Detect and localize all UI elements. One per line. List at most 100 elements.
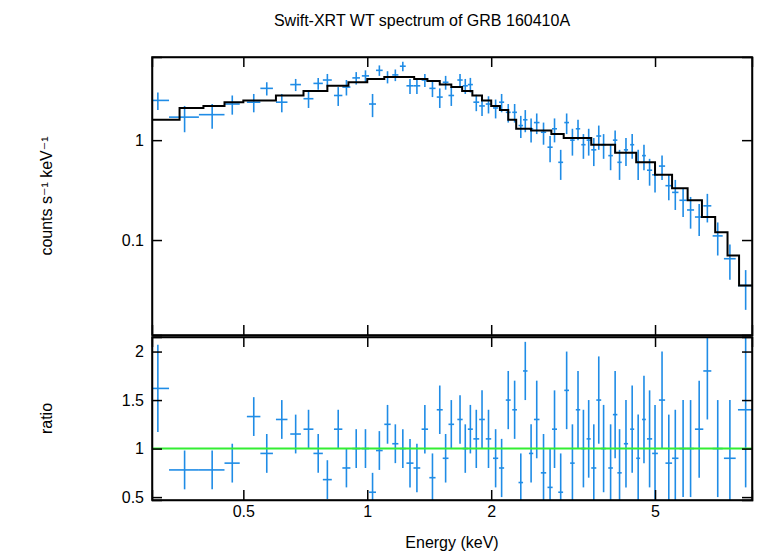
y-error-bar [543,434,545,500]
y-axis-line [153,58,163,336]
x-error-bar [392,443,398,445]
x-error-bar [303,428,313,430]
x-error-bar [199,469,225,471]
y-axis: 0.11 [122,58,162,336]
tick-mark [655,490,657,500]
x-error-bar [679,199,686,201]
y-error-bar [619,429,621,500]
y-error-bar [554,118,556,142]
x-axis: 0.5125 [153,490,753,520]
x-error-bar [479,105,485,107]
data-points [152,62,752,310]
y-axis-right-line [742,338,753,501]
x-error-bar [724,457,736,459]
tick: 1 [135,440,162,457]
x-error-bar [587,438,591,440]
x-error-bar [647,169,652,171]
y-error-bar [637,150,639,180]
x-error-bar [473,438,479,440]
y-error-bar [707,194,709,223]
x-error-bar [591,149,596,151]
tick-label: 1 [135,440,144,457]
y-axis: 0.511.52 [122,338,162,506]
x-error-bar [437,409,443,411]
x-error-bar [376,70,383,72]
y-error-bar [372,473,374,500]
y-error-bar [572,424,574,500]
x-axis-line [153,325,753,336]
tick-mark [491,490,493,500]
x-error-bar [519,125,524,127]
y-error-bar [520,453,522,500]
x-error-bar [369,103,376,105]
x-error-bar [362,75,369,77]
x-error-bar [552,428,557,430]
x-error-bar [376,450,383,452]
tick-mark [152,240,162,242]
y-error-bar [603,134,605,159]
y-error-bar [668,175,670,200]
y-axis-title: ratio [38,403,55,434]
tick-mark [742,497,752,499]
tick [742,352,752,353]
x-error-bar [479,419,485,421]
x-error-bar [630,144,634,146]
tick-mark [243,490,245,500]
tick: 2 [135,343,162,360]
plot-area [152,337,752,500]
tick-mark [742,448,752,450]
tick-mark [742,240,752,242]
tick [742,497,752,498]
tick-mark [243,57,245,67]
tick-mark [367,337,369,347]
x-error-bar [608,467,613,469]
tick [367,337,368,347]
x-error-bar [617,162,621,164]
x-error-bar [342,467,350,469]
x-error-bar [523,119,527,121]
tick: 1 [363,490,372,520]
y-error-bar [643,145,645,170]
y-error-bar [432,453,434,500]
x-axis [153,325,753,336]
y-error-bar [593,424,595,500]
x-error-bar [413,467,420,469]
x-error-bar [276,101,288,103]
x-error-bar [642,419,646,421]
tick-mark [367,325,369,335]
x-error-bar [652,453,658,455]
y-error-bar [637,415,639,500]
y-error-bar [566,113,568,134]
tick-label: 1 [135,132,144,149]
tick-mark [655,325,657,335]
x-error-bar [506,399,511,401]
x-axis-title: Energy (keV) [405,534,498,551]
x-error-bar [672,192,678,194]
x-error-bar [642,155,646,157]
tick-label: 2 [487,503,496,520]
x-error-bar [323,79,332,81]
tick [243,337,244,347]
plot-frame [152,57,752,335]
y-error-bar [690,197,692,229]
x-error-bar [541,131,546,133]
x-error-bar [659,165,665,167]
tick: 5 [651,490,660,520]
x-error-bar [406,85,413,87]
tick-label: 0.1 [122,232,144,249]
x-error-bar [534,419,540,421]
x-error-bar [392,74,398,76]
x-axis-line [153,490,753,501]
y-error-bar [588,129,590,156]
tick-mark [152,497,162,499]
plot-area [152,62,752,310]
x-error-bar [437,96,443,98]
x-error-bar [499,101,504,103]
tick-mark [367,490,369,500]
x-error-bar [703,370,711,372]
tick: 1.5 [122,392,162,409]
x-error-bar [406,462,413,464]
y-error-bar [549,449,551,500]
tick: 0.1 [122,232,162,249]
x-error-bar [493,107,498,109]
